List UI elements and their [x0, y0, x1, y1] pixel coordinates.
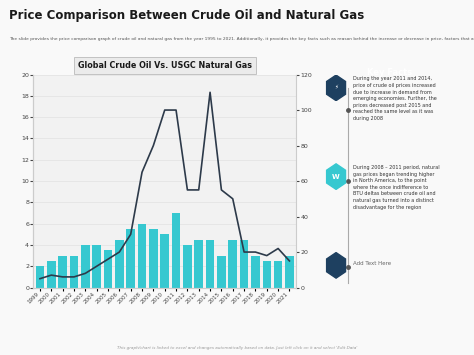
Bar: [47, 261, 55, 288]
Bar: [149, 229, 158, 288]
Bar: [240, 240, 248, 288]
Bar: [115, 240, 124, 288]
Bar: [206, 240, 214, 288]
Text: Add Text Here: Add Text Here: [353, 261, 391, 266]
Bar: [274, 261, 283, 288]
Bar: [285, 256, 294, 288]
Text: Price Comparison Between Crude Oil and Natural Gas: Price Comparison Between Crude Oil and N…: [9, 9, 365, 22]
Bar: [228, 240, 237, 288]
Text: W: W: [332, 174, 340, 180]
Bar: [217, 256, 226, 288]
Bar: [183, 245, 191, 288]
Bar: [251, 256, 260, 288]
Bar: [263, 261, 271, 288]
Text: Key Facts: Key Facts: [367, 68, 412, 77]
Bar: [58, 256, 67, 288]
Bar: [104, 250, 112, 288]
Bar: [36, 266, 44, 288]
Bar: [161, 234, 169, 288]
Bar: [138, 224, 146, 288]
Bar: [127, 229, 135, 288]
Bar: [194, 240, 203, 288]
Bar: [172, 213, 180, 288]
Text: During 2008 – 2011 period, natural
gas prices began trending higher
in North Ame: During 2008 – 2011 period, natural gas p…: [353, 165, 440, 210]
Title: Global Crude Oil Vs. USGC Natural Gas: Global Crude Oil Vs. USGC Natural Gas: [78, 61, 252, 70]
Text: This graph/chart is linked to excel and changes automatically based on data. Jus: This graph/chart is linked to excel and …: [117, 346, 357, 350]
Bar: [70, 256, 78, 288]
Text: The slide provides the price comparison graph of crude oil and natural gas from : The slide provides the price comparison …: [9, 37, 474, 41]
Bar: [81, 245, 90, 288]
Text: During the year 2011 and 2014,
price of crude oil prices increased
due to increa: During the year 2011 and 2014, price of …: [353, 76, 437, 121]
Bar: [92, 245, 101, 288]
Text: ⚡: ⚡: [334, 85, 338, 91]
